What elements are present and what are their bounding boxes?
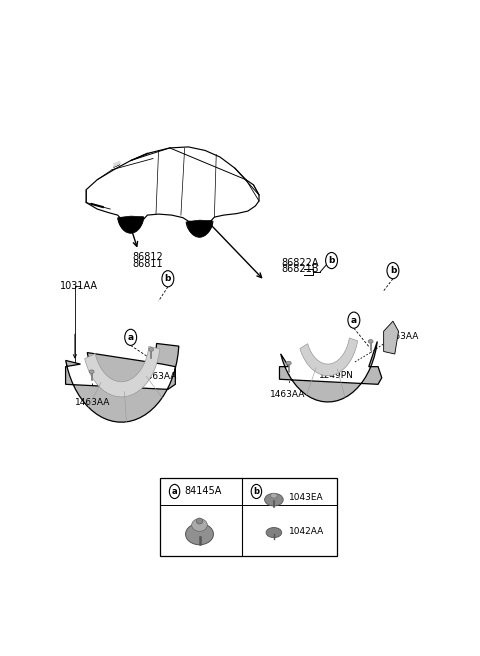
Ellipse shape — [89, 370, 94, 373]
Text: 84145A: 84145A — [185, 487, 222, 497]
Text: a: a — [172, 487, 178, 496]
Ellipse shape — [186, 523, 214, 544]
Circle shape — [348, 312, 360, 328]
Text: 86811: 86811 — [132, 258, 163, 268]
Polygon shape — [384, 321, 398, 354]
Circle shape — [162, 271, 174, 287]
Text: 1463AA: 1463AA — [142, 372, 177, 380]
Text: b: b — [165, 274, 171, 283]
Text: 1031AA: 1031AA — [60, 281, 98, 291]
Text: 86812: 86812 — [132, 253, 163, 262]
Text: 1463AA: 1463AA — [270, 390, 306, 399]
Ellipse shape — [196, 518, 203, 524]
Text: b: b — [328, 256, 335, 265]
Polygon shape — [84, 346, 160, 397]
Text: b: b — [253, 487, 259, 496]
Text: 86822A: 86822A — [281, 258, 319, 268]
Polygon shape — [300, 338, 358, 376]
Text: 1249PN: 1249PN — [319, 371, 353, 380]
Circle shape — [169, 484, 180, 499]
Text: 1043EA: 1043EA — [289, 493, 324, 502]
Ellipse shape — [271, 493, 277, 498]
Ellipse shape — [368, 340, 373, 343]
Polygon shape — [66, 344, 179, 422]
Ellipse shape — [264, 493, 283, 506]
Polygon shape — [279, 342, 382, 402]
Circle shape — [251, 484, 262, 499]
Text: 86821B: 86821B — [281, 264, 319, 274]
Wedge shape — [187, 220, 212, 237]
Text: a: a — [351, 316, 357, 325]
Text: b: b — [390, 266, 396, 275]
Wedge shape — [118, 216, 144, 234]
Text: 1463AA: 1463AA — [384, 332, 419, 341]
Bar — [160, 478, 337, 556]
Ellipse shape — [287, 361, 291, 365]
Circle shape — [125, 329, 137, 346]
Circle shape — [387, 262, 399, 279]
Ellipse shape — [149, 348, 154, 351]
Ellipse shape — [266, 527, 282, 538]
Circle shape — [325, 253, 337, 269]
Text: 1463AA: 1463AA — [75, 398, 110, 407]
Text: a: a — [128, 333, 134, 342]
Polygon shape — [113, 161, 121, 167]
Ellipse shape — [192, 519, 207, 531]
Text: 1042AA: 1042AA — [289, 527, 324, 535]
